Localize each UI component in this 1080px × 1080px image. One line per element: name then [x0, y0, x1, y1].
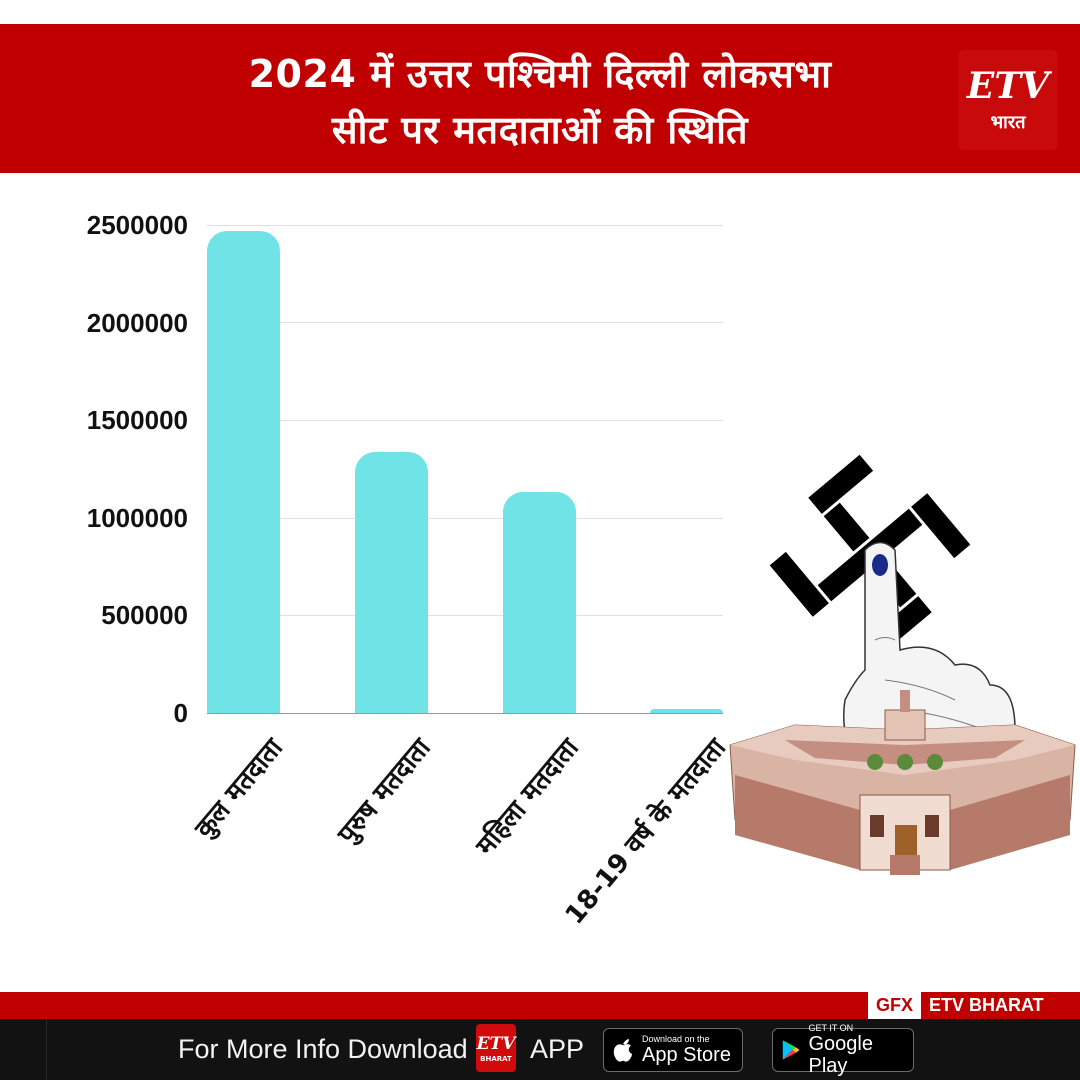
appstore-small-text: Download on the	[642, 1034, 710, 1044]
y-tick-label: 0	[173, 698, 188, 728]
y-tick-label: 1500000	[86, 405, 188, 435]
bar-female-voters	[503, 492, 576, 713]
parliament-building-icon	[729, 690, 1076, 875]
google-play-button[interactable]: GET IT ON Google Play	[772, 1023, 914, 1077]
bar-total-voters	[207, 231, 280, 713]
swastik-symbol-icon	[765, 450, 975, 660]
app-label: APP	[530, 1034, 585, 1064]
bar-chart: 2500000 2000000 1500000 1000000 500000 0…	[0, 190, 740, 970]
title-line-2: सीट पर मतदाताओं की स्थिति	[331, 108, 749, 152]
y-tick-label: 1000000	[86, 503, 188, 533]
googleplay-small-text: GET IT ON	[808, 1023, 854, 1033]
y-tick-label: 2000000	[86, 308, 188, 338]
etv-logo-subtext: भारत	[990, 112, 1026, 133]
x-label-female-voters: महिला मतदाता	[470, 733, 585, 862]
etv-logo-mark: ETV	[966, 65, 1050, 107]
gridline	[207, 322, 723, 323]
x-label-total-voters: कुल मतदाता	[189, 733, 289, 844]
page-title: 2024 में उत्तर पश्चिमी दिल्ली लोकसभा सीट…	[140, 46, 940, 158]
gridline	[207, 518, 723, 519]
apple-icon	[613, 1039, 632, 1062]
bar-male-voters	[355, 452, 428, 713]
app-logo-sub: BHARAT	[480, 1055, 512, 1063]
gridline	[207, 615, 723, 616]
divider	[46, 1019, 47, 1080]
etv-bharat-logo: ETV भारत	[958, 50, 1058, 150]
y-tick-label: 2500000	[86, 210, 188, 240]
gfx-credit-badge: GFX ETV BHARAT	[868, 992, 1052, 1020]
app-logo-mark: ETV	[476, 1034, 516, 1054]
app-store-button[interactable]: Download on the App Store	[603, 1028, 743, 1072]
etv-app-logo[interactable]: ETV BHARAT	[476, 1024, 516, 1072]
gridline	[207, 225, 723, 226]
googleplay-big-text: Google Play	[808, 1033, 873, 1077]
google-play-icon	[782, 1040, 800, 1060]
appstore-big-text: App Store	[642, 1044, 731, 1066]
y-tick-label: 500000	[101, 600, 188, 630]
gridline	[207, 420, 723, 421]
election-illustration	[725, 440, 1080, 890]
x-label-male-voters: पुरुष मतदाता	[332, 733, 437, 850]
header-banner: 2024 में उत्तर पश्चिमी दिल्ली लोकसभा सीट…	[0, 24, 1080, 173]
x-axis-line	[207, 713, 723, 714]
gfx-label: GFX	[868, 992, 922, 1020]
brand-label: ETV BHARAT	[921, 992, 1052, 1020]
title-line-1: 2024 में उत्तर पश्चिमी दिल्ली लोकसभा	[248, 52, 832, 96]
x-label-young-voters: 18-19 वर्ष के मतदाता	[559, 733, 732, 931]
promo-text: For More Info Download	[178, 1034, 468, 1064]
bar-young-voters	[650, 709, 723, 713]
